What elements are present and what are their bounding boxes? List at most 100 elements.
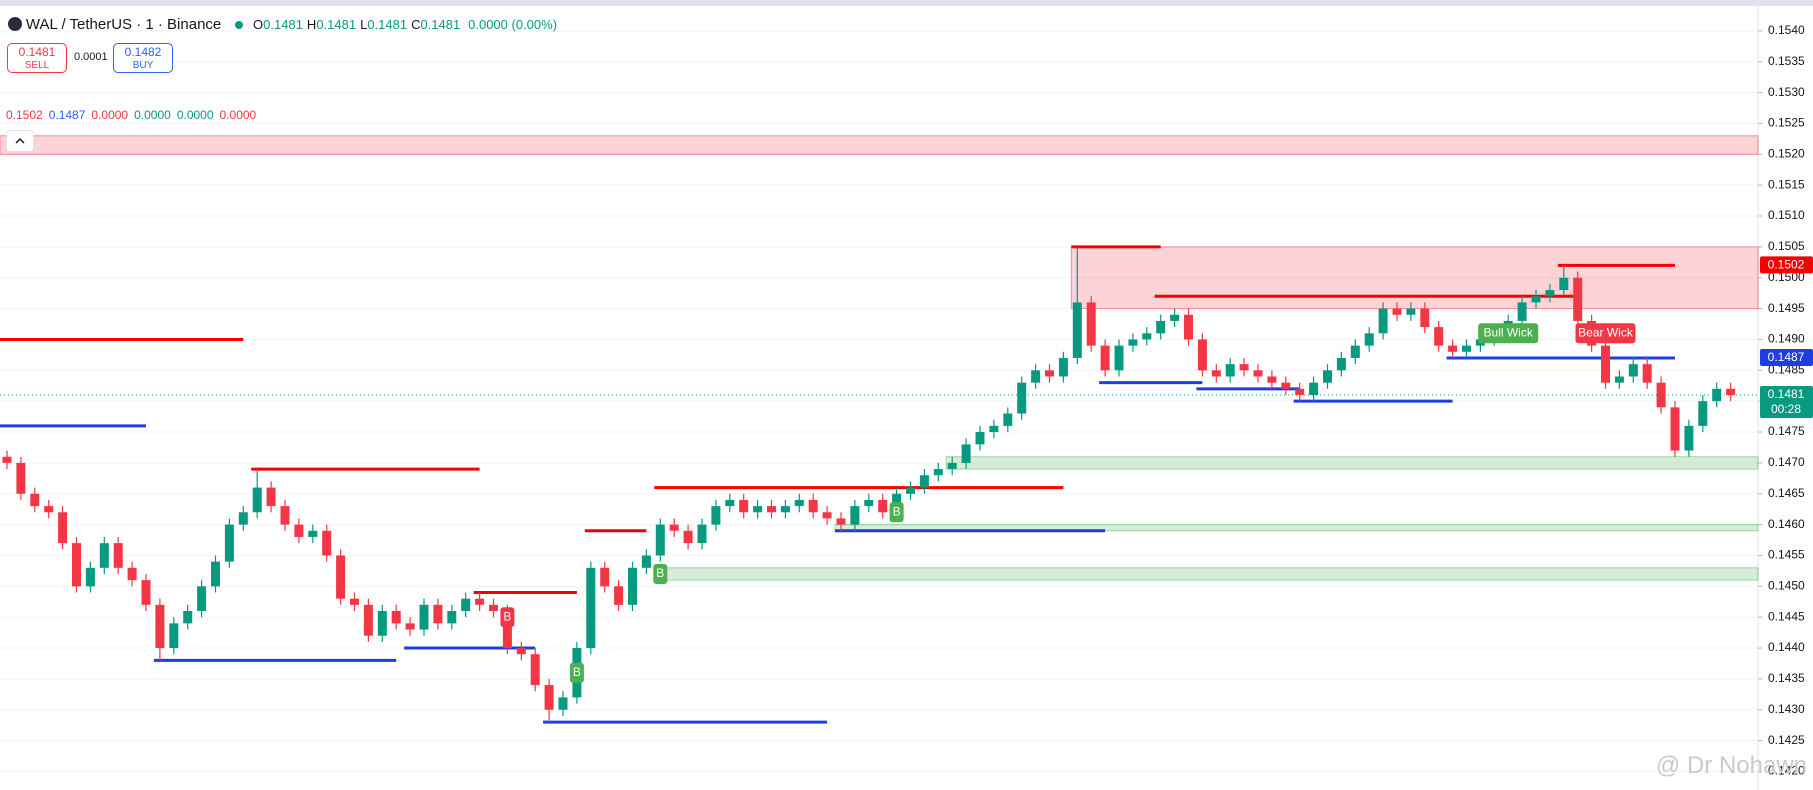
signal-marker bbox=[500, 607, 515, 628]
candle-body bbox=[419, 604, 429, 630]
candle-body bbox=[1434, 327, 1444, 346]
candle-body bbox=[363, 604, 373, 636]
candle-body bbox=[878, 499, 888, 513]
candle-body bbox=[377, 611, 387, 636]
candle-body bbox=[475, 598, 485, 605]
candle-body bbox=[1364, 333, 1374, 346]
candle-body bbox=[266, 487, 276, 507]
zone bbox=[834, 524, 1759, 532]
candle-body bbox=[989, 425, 999, 433]
signal-marker bbox=[569, 662, 584, 683]
candle-body bbox=[502, 611, 512, 649]
candle-body bbox=[697, 524, 707, 544]
candle-body bbox=[655, 524, 665, 556]
buy-button[interactable]: 0.1482 BUY bbox=[113, 43, 173, 73]
price-label-bg bbox=[1760, 386, 1813, 418]
candle-body bbox=[433, 604, 443, 624]
candle-body bbox=[1601, 345, 1610, 383]
candle-body bbox=[711, 506, 721, 525]
candle-body bbox=[780, 506, 790, 513]
top-bar bbox=[0, 0, 1813, 6]
candle-body bbox=[1726, 388, 1736, 395]
indicator-value: 0.1502 bbox=[6, 108, 43, 122]
candle-body bbox=[808, 499, 818, 513]
candle-body bbox=[1406, 308, 1416, 315]
candle-body bbox=[753, 506, 763, 513]
ohlc-key: L bbox=[360, 17, 368, 32]
candle-body bbox=[947, 462, 957, 470]
candle-body bbox=[252, 487, 262, 513]
candle-body bbox=[586, 567, 596, 649]
candle-body bbox=[1211, 370, 1221, 377]
y-tick-label: 0.1525 bbox=[1768, 116, 1805, 130]
candle-body bbox=[211, 561, 220, 587]
candle-body bbox=[2, 456, 12, 463]
y-tick-label: 0.1520 bbox=[1768, 146, 1805, 160]
candle-body bbox=[183, 611, 193, 624]
symbol[interactable]: WAL / TetherUS · 1 · Binance bbox=[25, 16, 222, 33]
candle-body bbox=[1197, 339, 1207, 371]
y-tick-label: 0.1490 bbox=[1768, 332, 1805, 346]
candle-body bbox=[1614, 376, 1624, 383]
candle-body bbox=[197, 586, 207, 612]
countdown: 00:28 bbox=[1771, 402, 1801, 416]
signal-label: Bear Wick bbox=[1578, 325, 1634, 339]
ohlc-key: C bbox=[411, 17, 421, 32]
y-tick-label: 0.1540 bbox=[1768, 23, 1805, 37]
candle-body bbox=[1170, 314, 1180, 321]
candle-body bbox=[1295, 388, 1305, 395]
candle-body bbox=[391, 611, 401, 624]
candle-body bbox=[1448, 345, 1458, 352]
symbol-icon bbox=[8, 17, 22, 31]
sell-button[interactable]: 0.1481 SELL bbox=[7, 43, 67, 73]
y-tick-label: 0.1510 bbox=[1768, 208, 1805, 222]
signal-label: Bull Wick bbox=[1484, 325, 1534, 339]
candle-body bbox=[308, 530, 318, 537]
signal-label: B bbox=[573, 665, 581, 679]
zone bbox=[0, 135, 1759, 155]
indicator-value: 0.0000 bbox=[134, 108, 171, 122]
y-tick-label: 0.1455 bbox=[1768, 548, 1805, 562]
candle-body bbox=[1350, 345, 1360, 358]
candle-body bbox=[836, 518, 846, 525]
candle-body bbox=[224, 524, 234, 562]
candle-body bbox=[864, 499, 874, 507]
y-tick-label: 0.1450 bbox=[1768, 579, 1805, 593]
sell-price: 0.1481 bbox=[18, 45, 56, 59]
status-dot bbox=[235, 21, 244, 29]
zone bbox=[653, 567, 1759, 581]
candle-body bbox=[1253, 370, 1263, 377]
candle-body bbox=[933, 469, 943, 476]
collapse-button[interactable] bbox=[6, 130, 34, 152]
candle-body bbox=[544, 685, 554, 710]
y-tick-label: 0.1420 bbox=[1768, 764, 1805, 778]
zone bbox=[1070, 246, 1759, 310]
candle-body bbox=[1031, 370, 1041, 383]
candle-body bbox=[113, 543, 123, 568]
price-label: 0.1502 bbox=[1768, 258, 1805, 272]
symbol-row: WAL / TetherUS · 1 · Binance O0.1481 H0.1… bbox=[8, 16, 557, 33]
candle-body bbox=[1045, 370, 1054, 377]
candle-body bbox=[641, 555, 651, 568]
y-tick-label: 0.1430 bbox=[1768, 702, 1805, 716]
signal-marker bbox=[889, 502, 904, 523]
candle-body bbox=[99, 543, 109, 568]
y-tick-label: 0.1535 bbox=[1768, 54, 1805, 68]
candle-body bbox=[1156, 320, 1166, 334]
candle-body bbox=[1072, 302, 1082, 358]
candle-body bbox=[141, 580, 151, 605]
signal-label: B bbox=[656, 566, 664, 580]
candle-body bbox=[350, 598, 359, 605]
indicator-value: 0.0000 bbox=[176, 108, 214, 122]
candle-body bbox=[1058, 357, 1068, 377]
indicator-value: 0.0000 bbox=[91, 108, 129, 122]
candle-body bbox=[127, 567, 137, 581]
y-tick-label: 0.1460 bbox=[1768, 517, 1805, 531]
candle-body bbox=[1684, 425, 1694, 451]
candle-body bbox=[280, 506, 290, 525]
spread: 0.0001 bbox=[74, 51, 108, 63]
candle-body bbox=[1128, 339, 1138, 346]
candle-body bbox=[614, 586, 624, 605]
candle-body bbox=[1114, 345, 1124, 371]
